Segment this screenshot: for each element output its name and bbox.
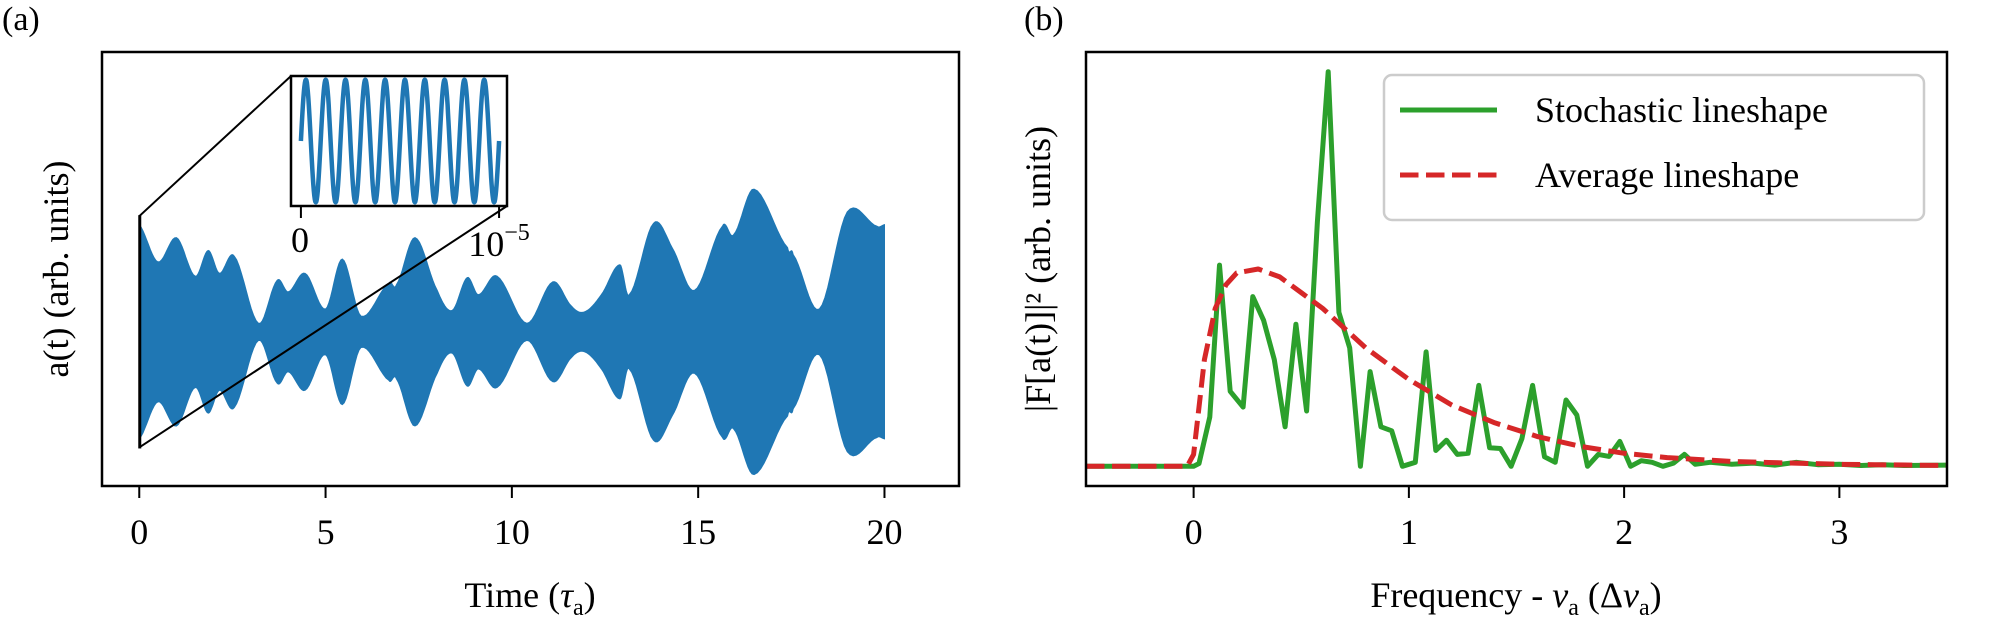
inset-tick-label-1e-5: 10−5	[468, 220, 530, 264]
axes-frame-b	[1084, 50, 1949, 488]
x-axis-label-b: Frequency - νa (Δνa)	[1370, 575, 1661, 621]
legend-label-stochastic: Stochastic lineshape	[1535, 90, 1828, 130]
plot-a-area	[138, 75, 885, 476]
x-tick-label-b: 2	[1615, 512, 1633, 552]
inset-tick-exp: −5	[504, 220, 530, 246]
inset-plot-area	[298, 77, 502, 205]
inset-tick-label-0: 0	[291, 220, 309, 260]
xlabel-b-sub2: a	[1639, 595, 1650, 621]
series-stochastic-lineshape	[1086, 69, 1947, 469]
plot-b-area	[1086, 69, 1947, 469]
xlabel-a-var: τ	[560, 575, 574, 615]
xlabel-b-close: )	[1650, 575, 1662, 615]
xlabel-b-var2: ν	[1623, 575, 1639, 615]
x-ticks-a: 0 5 10 15 20	[130, 486, 902, 552]
inset-zoom-region	[138, 215, 142, 449]
inset-carrier-line	[298, 77, 502, 205]
xlabel-a-close: )	[584, 575, 596, 615]
legend-box	[1382, 73, 1926, 222]
x-tick-label-b: 1	[1400, 512, 1418, 552]
y-axis-label-b: |F[a(t)]|² (arb. units)	[1018, 126, 1058, 412]
y-axis-label-a: a(t) (arb. units)	[36, 161, 76, 378]
inset-axes: 0 10−5	[289, 74, 530, 264]
inset-x-ticks	[299, 206, 501, 218]
inset-frame	[289, 74, 509, 208]
axes-frame-a	[100, 50, 961, 488]
x-tick-label-a: 5	[317, 512, 335, 552]
xlabel-b-var: ν	[1552, 575, 1568, 615]
inset-connector-line	[138, 205, 508, 449]
x-tick-label-b: 0	[1185, 512, 1203, 552]
x-tick-label-a: 0	[130, 512, 148, 552]
signal-envelope-fill	[138, 188, 885, 476]
x-axis-label-a: Time (τa)	[464, 575, 595, 621]
xlabel-b-sub: a	[1568, 595, 1579, 621]
x-ticks-b: 0 1 2 3	[1185, 486, 1848, 552]
legend: Stochastic lineshape Average lineshape	[1382, 73, 1926, 222]
series-average-lineshape	[1086, 266, 1947, 469]
legend-label-average: Average lineshape	[1535, 155, 1799, 195]
xlabel-a-sub: a	[573, 595, 584, 621]
panel-a: (a) 0 5 10 15 20 Time (τa) a(t) (arb. units)…	[2, 1, 961, 621]
inset-connector-line	[138, 75, 292, 217]
xlabel-b-mid: (Δ	[1579, 575, 1623, 615]
inset-tick-base: 10	[468, 224, 504, 264]
panel-label-b: (b)	[1024, 1, 1064, 38]
xlabel-b-text: Frequency -	[1370, 575, 1552, 615]
x-tick-label-a: 10	[494, 512, 530, 552]
x-tick-label-a: 15	[680, 512, 716, 552]
x-tick-label-b: 3	[1830, 512, 1848, 552]
xlabel-a-text: Time (	[464, 575, 560, 615]
x-tick-label-a: 20	[866, 512, 902, 552]
panel-label-a: (a)	[2, 1, 40, 38]
